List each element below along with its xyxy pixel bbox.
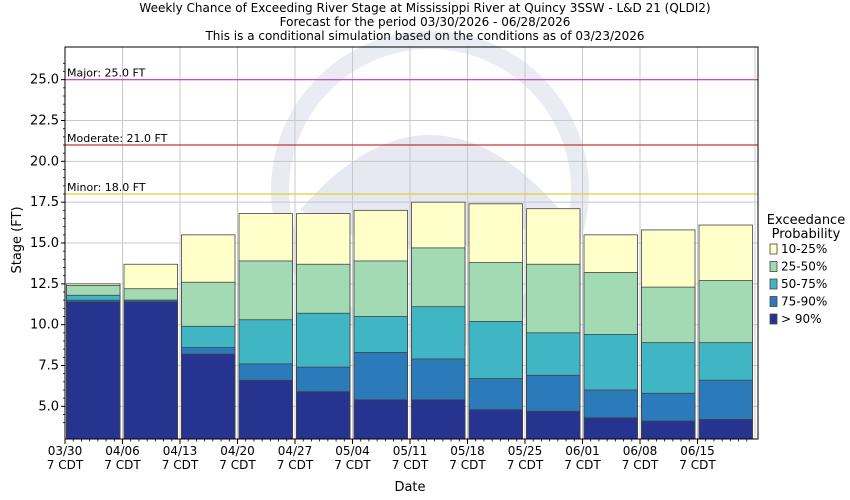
y-tick-label: 7.5 bbox=[38, 359, 59, 374]
legend-swatch bbox=[769, 261, 778, 272]
x-tick-label-time: 7 CDT bbox=[622, 458, 659, 472]
x-tick-label-date: 06/01 bbox=[565, 444, 600, 458]
legend-swatch bbox=[769, 243, 778, 255]
legend-swatch bbox=[769, 313, 778, 325]
y-tick-label: 15.0 bbox=[30, 236, 59, 251]
x-tick-label-date: 05/04 bbox=[335, 444, 370, 458]
threshold-label-1: Moderate: 21.0 FT bbox=[67, 132, 168, 145]
threshold-label-2: Minor: 18.0 FT bbox=[67, 181, 146, 194]
bar-04-13--90- bbox=[181, 353, 236, 440]
bar-04-06--90- bbox=[123, 301, 178, 440]
bar-03-30--90- bbox=[66, 301, 121, 440]
y-axis: 5.0 7.5 10.0 12.5 15.0 17.5 20.0 22.5 25.0 bbox=[30, 62, 65, 424]
y-tick-label: 5.0 bbox=[38, 399, 59, 414]
threshold-label-0: Major: 25.0 FT bbox=[67, 67, 146, 80]
x-tick-label-time: 7 CDT bbox=[334, 458, 371, 472]
bar-06-08--90- bbox=[641, 420, 696, 440]
legend-title-line-1: Exceedance bbox=[767, 213, 845, 228]
x-tick-label-date: 05/18 bbox=[450, 444, 485, 458]
y-tick-label: 22.5 bbox=[30, 114, 59, 129]
y-tick-label: 17.5 bbox=[30, 195, 59, 210]
legend-label: 75-90% bbox=[781, 295, 827, 309]
chart-subtitle-period: Forecast for the period 03/30/2026 - 06/… bbox=[280, 15, 571, 29]
x-tick-label-time: 7 CDT bbox=[449, 458, 486, 472]
legend-label: 25-50% bbox=[781, 260, 827, 274]
chart-title: Weekly Chance of Exceeding River Stage a… bbox=[139, 1, 710, 15]
chart-subtitle-conditions: This is a conditional simulation based o… bbox=[204, 29, 644, 43]
legend-title-line-2: Probability bbox=[772, 227, 841, 242]
x-tick-label-date: 03/30 bbox=[48, 444, 83, 458]
bars bbox=[66, 201, 753, 440]
x-tick-label-date: 04/20 bbox=[220, 444, 255, 458]
legend-label: > 90% bbox=[781, 312, 822, 326]
bar-06-15--90- bbox=[698, 418, 753, 440]
bar-04-27--90- bbox=[296, 391, 351, 440]
bar-05-11--90- bbox=[411, 399, 466, 440]
x-tick-label-date: 04/27 bbox=[278, 444, 313, 458]
x-tick-label-date: 06/08 bbox=[623, 444, 658, 458]
x-tick-label-date: 05/11 bbox=[393, 444, 428, 458]
y-tick-label: 25.0 bbox=[30, 73, 59, 88]
x-tick-label-time: 7 CDT bbox=[47, 458, 84, 472]
x-tick-label-date: 05/25 bbox=[508, 444, 543, 458]
legend: Exceedance Probability 10-25% 25-50% 50-75… bbox=[767, 213, 845, 326]
x-tick-label-time: 7 CDT bbox=[392, 458, 429, 472]
bar-06-01--90- bbox=[583, 417, 638, 440]
x-tick-label-date: 04/13 bbox=[163, 444, 198, 458]
x-tick-label-date: 04/06 bbox=[105, 444, 140, 458]
x-tick-label-time: 7 CDT bbox=[507, 458, 544, 472]
bar-05-18--90- bbox=[468, 409, 523, 440]
bar-05-25--90- bbox=[526, 410, 581, 440]
legend-swatch bbox=[769, 278, 778, 290]
x-tick-label-time: 7 CDT bbox=[564, 458, 601, 472]
x-axis-title: Date bbox=[394, 480, 425, 495]
flood-thresholds: Major: 25.0 FT Moderate: 21.0 FT Minor: 18… bbox=[65, 67, 758, 195]
legend-swatch bbox=[769, 296, 778, 307]
x-tick-label-time: 7 CDT bbox=[162, 458, 199, 472]
x-tick-label-date: 06/15 bbox=[680, 444, 715, 458]
x-tick-label-time: 7 CDT bbox=[679, 458, 716, 472]
y-axis-title: Stage (FT) bbox=[10, 206, 25, 273]
x-tick-label-time: 7 CDT bbox=[104, 458, 141, 472]
x-tick-label-time: 7 CDT bbox=[219, 458, 256, 472]
bar-04-20--90- bbox=[238, 379, 293, 440]
y-tick-label: 20.0 bbox=[30, 154, 59, 169]
legend-label: 50-75% bbox=[781, 277, 827, 291]
x-tick-label-time: 7 CDT bbox=[277, 458, 314, 472]
bar-05-04--90- bbox=[353, 399, 408, 440]
y-tick-label: 10.0 bbox=[30, 318, 59, 333]
legend-label: 10-25% bbox=[781, 242, 827, 256]
y-tick-label: 12.5 bbox=[30, 277, 59, 292]
